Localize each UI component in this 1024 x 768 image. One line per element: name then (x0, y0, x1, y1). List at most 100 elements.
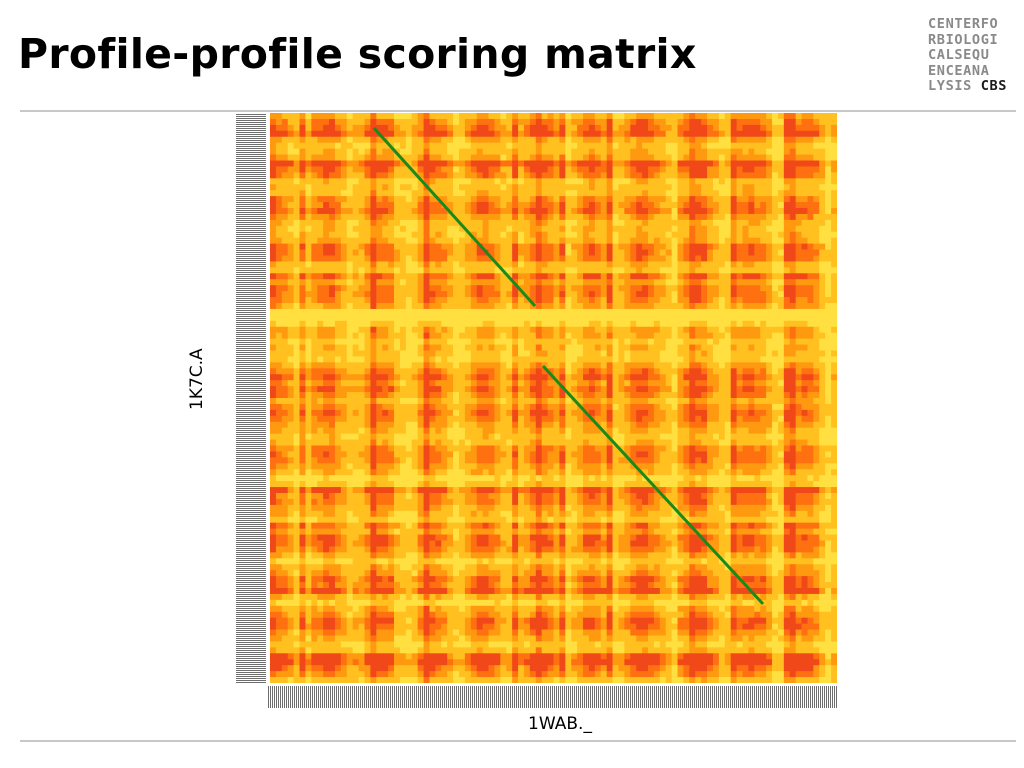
heatmap-cell (334, 344, 342, 351)
heatmap-cell (329, 362, 336, 369)
heatmap-cell (789, 303, 797, 310)
heatmap-cell (648, 249, 655, 256)
heatmap-cell (346, 392, 354, 399)
heatmap-cell (577, 178, 584, 185)
heatmap-cell (653, 118, 661, 126)
heatmap-cell (701, 273, 708, 280)
heatmap-cell (588, 113, 596, 120)
heatmap-cell (807, 344, 814, 351)
heatmap-cell (718, 392, 726, 399)
heatmap-cell (405, 409, 413, 417)
heatmap-cell (329, 279, 336, 286)
heatmap-cell (476, 338, 484, 345)
heatmap-cell (712, 178, 720, 185)
heatmap-cell (807, 362, 814, 369)
heatmap-cell (795, 350, 802, 357)
heatmap-cell (476, 398, 484, 405)
heatmap-cell (736, 356, 743, 363)
heatmap-cell (311, 403, 318, 411)
heatmap-cell (831, 368, 837, 375)
heatmap-cell (712, 148, 720, 155)
heatmap-cell (305, 118, 312, 126)
heatmap-cell (766, 160, 773, 167)
heatmap-cell (394, 362, 401, 369)
heatmap-cell (813, 237, 820, 245)
heatmap-cell (760, 113, 767, 120)
heatmap-cell (718, 219, 726, 227)
heatmap-cell (777, 118, 785, 126)
heatmap-cell (470, 285, 478, 292)
heatmap-cell (583, 160, 590, 167)
heatmap-cell (783, 368, 791, 375)
heatmap-cell (577, 136, 584, 144)
heatmap-cell (317, 344, 324, 351)
heatmap-cell (494, 356, 501, 363)
heatmap-cell (642, 332, 649, 340)
heatmap-cell (447, 255, 454, 262)
heatmap-cell (583, 285, 590, 292)
heatmap-cell (317, 362, 324, 369)
heatmap-cell (299, 279, 306, 286)
heatmap-cell (665, 237, 673, 245)
heatmap-cell (281, 243, 289, 250)
heatmap-cell (612, 124, 619, 132)
heatmap-cell (535, 196, 543, 203)
heatmap-cell (807, 196, 814, 203)
heatmap-cell (293, 154, 300, 161)
heatmap-cell (606, 130, 613, 138)
heatmap-cell (346, 219, 354, 227)
heatmap-cell (340, 142, 348, 150)
heatmap-cell (340, 297, 348, 304)
heatmap-cell (665, 190, 673, 197)
heatmap-cell (340, 338, 348, 345)
heatmap-cell (718, 279, 726, 286)
heatmap-cell (464, 118, 472, 126)
heatmap-cell (447, 392, 454, 399)
heatmap-cell (594, 356, 602, 363)
heatmap-cell (618, 386, 625, 393)
heatmap-cell (807, 202, 814, 209)
heatmap-cell (329, 166, 336, 173)
heatmap-cell (405, 160, 413, 167)
heatmap-cell (547, 291, 554, 298)
heatmap-cell (547, 249, 554, 256)
heatmap-cell (772, 237, 779, 245)
heatmap-cell (736, 415, 743, 423)
heatmap-cell (677, 154, 684, 161)
heatmap-cell (553, 314, 560, 322)
heatmap-cell (394, 124, 401, 132)
heatmap-cell (512, 225, 519, 233)
heatmap-cell (825, 243, 832, 250)
heatmap-cell (399, 190, 407, 197)
heatmap-cell (464, 398, 472, 405)
heatmap-cell (718, 255, 726, 262)
heatmap-cell (311, 332, 318, 340)
heatmap-cell (547, 208, 554, 215)
heatmap-cell (382, 350, 389, 357)
heatmap-cell (807, 279, 814, 286)
heatmap-cell (405, 368, 413, 375)
heatmap-cell (518, 190, 525, 197)
heatmap-cell (559, 202, 566, 209)
heatmap-cell (358, 118, 365, 126)
heatmap-cell (411, 148, 419, 155)
heatmap-cell (405, 374, 413, 381)
heatmap-cell (789, 392, 797, 399)
heatmap-cell (299, 350, 306, 357)
heatmap-cell (323, 136, 330, 144)
heatmap-cell (459, 231, 466, 239)
heatmap-cell (523, 356, 531, 363)
heatmap-cell (825, 398, 832, 405)
heatmap-cell (441, 380, 448, 387)
heatmap-cell (801, 190, 808, 197)
heatmap-cell (730, 190, 737, 197)
heatmap-cell (323, 237, 330, 245)
heatmap-cell (358, 219, 365, 227)
heatmap-cell (529, 338, 537, 345)
heatmap-cell (577, 142, 584, 150)
heatmap-cell (476, 344, 484, 351)
heatmap-cell (795, 356, 802, 363)
heatmap-cell (512, 285, 519, 292)
heatmap-cell (388, 208, 395, 215)
heatmap-cell (394, 297, 401, 304)
